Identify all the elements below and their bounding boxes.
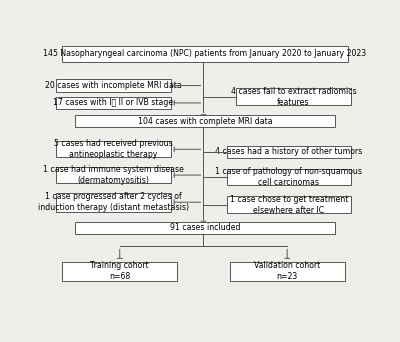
FancyBboxPatch shape [56,167,171,183]
Text: 104 cases with complete MRI data: 104 cases with complete MRI data [138,117,272,126]
FancyBboxPatch shape [75,115,335,128]
Text: 4 cases had a history of other tumors: 4 cases had a history of other tumors [215,147,362,156]
FancyBboxPatch shape [227,169,351,185]
Text: 1 case of pathology of non-squamous
cell carcinomas: 1 case of pathology of non-squamous cell… [215,167,362,187]
FancyBboxPatch shape [236,89,351,105]
FancyBboxPatch shape [62,262,177,281]
Text: 20 cases with incomplete MRI data: 20 cases with incomplete MRI data [45,81,182,90]
Text: 17 cases with I， II or IVB stage: 17 cases with I， II or IVB stage [54,98,174,107]
Text: 145 Nasopharyngeal carcinoma (NPC) patients from January 2020 to January 2023: 145 Nasopharyngeal carcinoma (NPC) patie… [44,50,366,58]
FancyBboxPatch shape [56,79,171,92]
Text: 1 case progressed after 2 cycles of
induction therapy (distant metastasis): 1 case progressed after 2 cycles of indu… [38,192,189,212]
Text: 4 cases fail to extract radiomics
features: 4 cases fail to extract radiomics featur… [230,87,356,107]
FancyBboxPatch shape [227,196,351,213]
FancyBboxPatch shape [62,46,348,62]
Text: 5 cases had received previous
antineoplastic therapy: 5 cases had received previous antineopla… [54,139,173,159]
Text: Validation cohort
n=23: Validation cohort n=23 [254,261,320,281]
Text: 1 case chose to get treatment
elsewhere after IC: 1 case chose to get treatment elsewhere … [230,195,348,215]
Text: 91 cases included: 91 cases included [170,223,240,232]
FancyBboxPatch shape [56,141,171,157]
Text: 1 case had immune system disease
(dermatomyositis): 1 case had immune system disease (dermat… [43,165,184,185]
FancyBboxPatch shape [56,193,171,212]
FancyBboxPatch shape [230,262,344,281]
FancyBboxPatch shape [75,222,335,234]
FancyBboxPatch shape [227,146,351,158]
Text: Training cohort
n=68: Training cohort n=68 [90,261,149,281]
FancyBboxPatch shape [56,97,171,109]
